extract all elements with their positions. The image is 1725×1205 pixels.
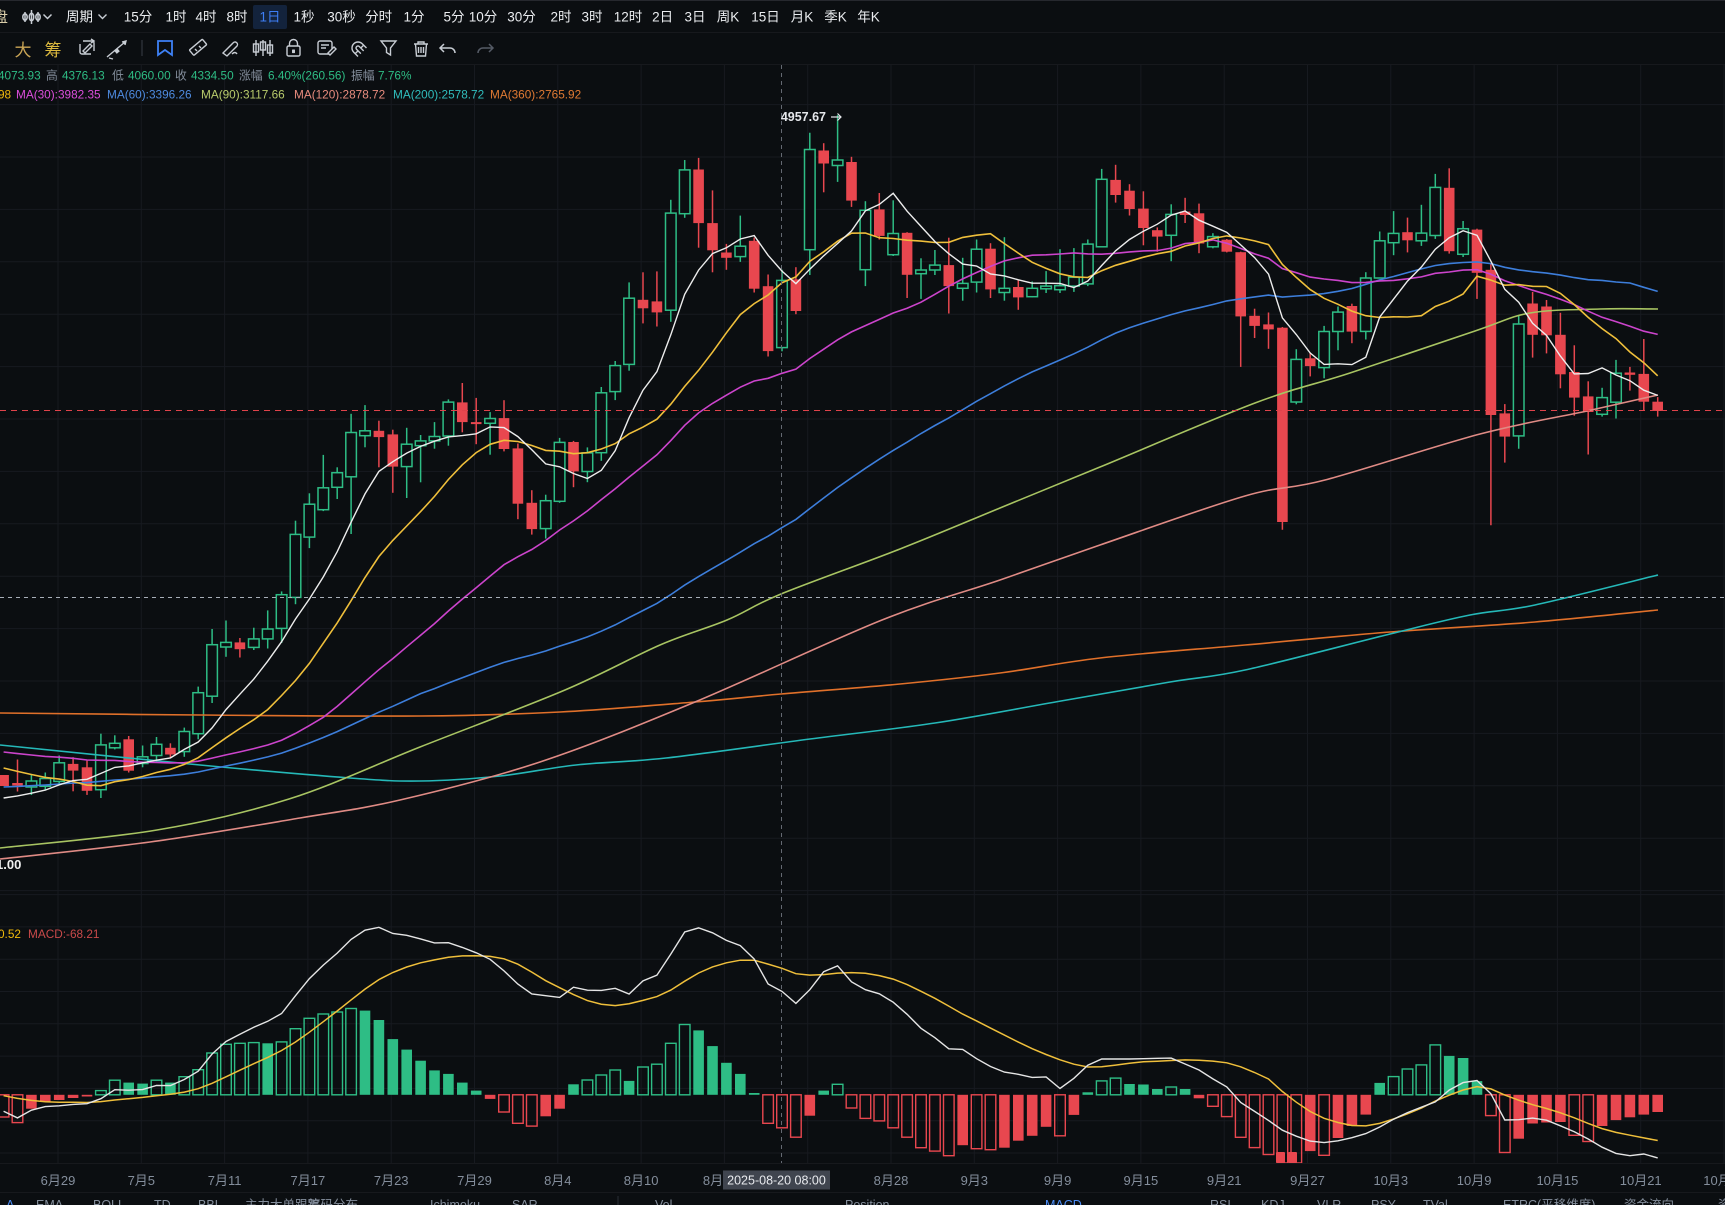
svg-text:8月: 8月 (703, 1173, 723, 1188)
svg-text:12时: 12时 (614, 10, 643, 25)
svg-text:10月21: 10月21 (1620, 1173, 1662, 1188)
svg-text:筹码分布: 筹码分布 (308, 1197, 358, 1205)
svg-text:年K: 年K (857, 10, 880, 25)
svg-text:9月9: 9月9 (1044, 1173, 1071, 1188)
svg-text:VLR: VLR (1317, 1198, 1341, 1205)
svg-text:1秒: 1秒 (293, 10, 314, 25)
svg-text:10月9: 10月9 (1457, 1173, 1492, 1188)
svg-text:4时: 4时 (195, 10, 216, 25)
svg-text:RSI: RSI (1210, 1198, 1231, 1205)
svg-text:8月10: 8月10 (624, 1173, 659, 1188)
svg-text:8时: 8时 (226, 10, 247, 25)
svg-text:9月27: 9月27 (1290, 1173, 1325, 1188)
svg-text:10月3: 10月3 (1373, 1173, 1408, 1188)
svg-text:1分: 1分 (403, 10, 424, 25)
svg-text:8月4: 8月4 (544, 1173, 571, 1188)
svg-text:A: A (6, 1198, 15, 1205)
svg-text:月K: 月K (791, 10, 814, 25)
svg-text:TD: TD (154, 1198, 171, 1205)
svg-text:10月: 10月 (1703, 1173, 1725, 1188)
svg-text:周K: 周K (717, 10, 740, 25)
svg-text:资金流向: 资金流向 (1624, 1197, 1674, 1205)
svg-text:Position: Position (845, 1198, 890, 1205)
svg-text:7月11: 7月11 (208, 1173, 242, 1188)
svg-text:Vol: Vol (655, 1198, 672, 1205)
svg-text:盘: 盘 (0, 8, 8, 26)
svg-text:周期: 周期 (66, 10, 93, 25)
svg-text:7月23: 7月23 (374, 1173, 409, 1188)
svg-text:1时: 1时 (165, 10, 186, 25)
svg-text:7月5: 7月5 (128, 1173, 155, 1188)
svg-text:3日: 3日 (684, 10, 705, 25)
svg-text:10月15: 10月15 (1536, 1173, 1578, 1188)
svg-text:8月28: 8月28 (874, 1173, 909, 1188)
svg-text:9月21: 9月21 (1207, 1173, 1242, 1188)
svg-text:5分: 5分 (443, 10, 464, 25)
svg-text:1.00: 1.00 (0, 857, 21, 872)
svg-text:9月3: 9月3 (961, 1173, 988, 1188)
svg-text:6月29: 6月29 (41, 1173, 76, 1188)
svg-text:主力大单跟踪: 主力大单跟踪 (245, 1198, 321, 1205)
svg-text:2时: 2时 (550, 10, 571, 25)
svg-text:1日: 1日 (259, 10, 280, 25)
svg-text:分时: 分时 (365, 10, 392, 25)
svg-text:ETRC(平移维度): ETRC(平移维度) (1503, 1197, 1595, 1205)
svg-text:筹: 筹 (45, 41, 62, 60)
svg-text:SAR: SAR (512, 1198, 538, 1205)
svg-text:9月15: 9月15 (1124, 1173, 1159, 1188)
svg-text:10分: 10分 (469, 10, 498, 25)
svg-text:30秒: 30秒 (327, 10, 356, 25)
svg-text:EMA: EMA (36, 1198, 64, 1205)
svg-text:2025-08-20 08:00: 2025-08-20 08:00 (727, 1174, 826, 1188)
svg-text:MACD: MACD (1045, 1198, 1082, 1205)
svg-text:KDJ: KDJ (1261, 1198, 1285, 1205)
svg-text:4957.67: 4957.67 (781, 110, 826, 124)
svg-text:2日: 2日 (652, 10, 673, 25)
svg-text:大: 大 (15, 41, 32, 60)
svg-text:PSY: PSY (1371, 1198, 1397, 1205)
svg-text:BBI: BBI (198, 1198, 218, 1205)
svg-text:15分: 15分 (124, 10, 153, 25)
svg-text:15日: 15日 (751, 10, 780, 25)
svg-text:BOLL: BOLL (93, 1198, 125, 1205)
svg-text:7月29: 7月29 (457, 1173, 492, 1188)
svg-text:3时: 3时 (581, 10, 602, 25)
svg-text:资金: 资金 (1718, 1197, 1725, 1205)
svg-text:Ichimoku: Ichimoku (430, 1198, 480, 1205)
svg-text:7月17: 7月17 (291, 1173, 326, 1188)
svg-text:季K: 季K (824, 10, 847, 25)
svg-text:30分: 30分 (507, 10, 536, 25)
svg-text:TVal: TVal (1423, 1198, 1448, 1205)
